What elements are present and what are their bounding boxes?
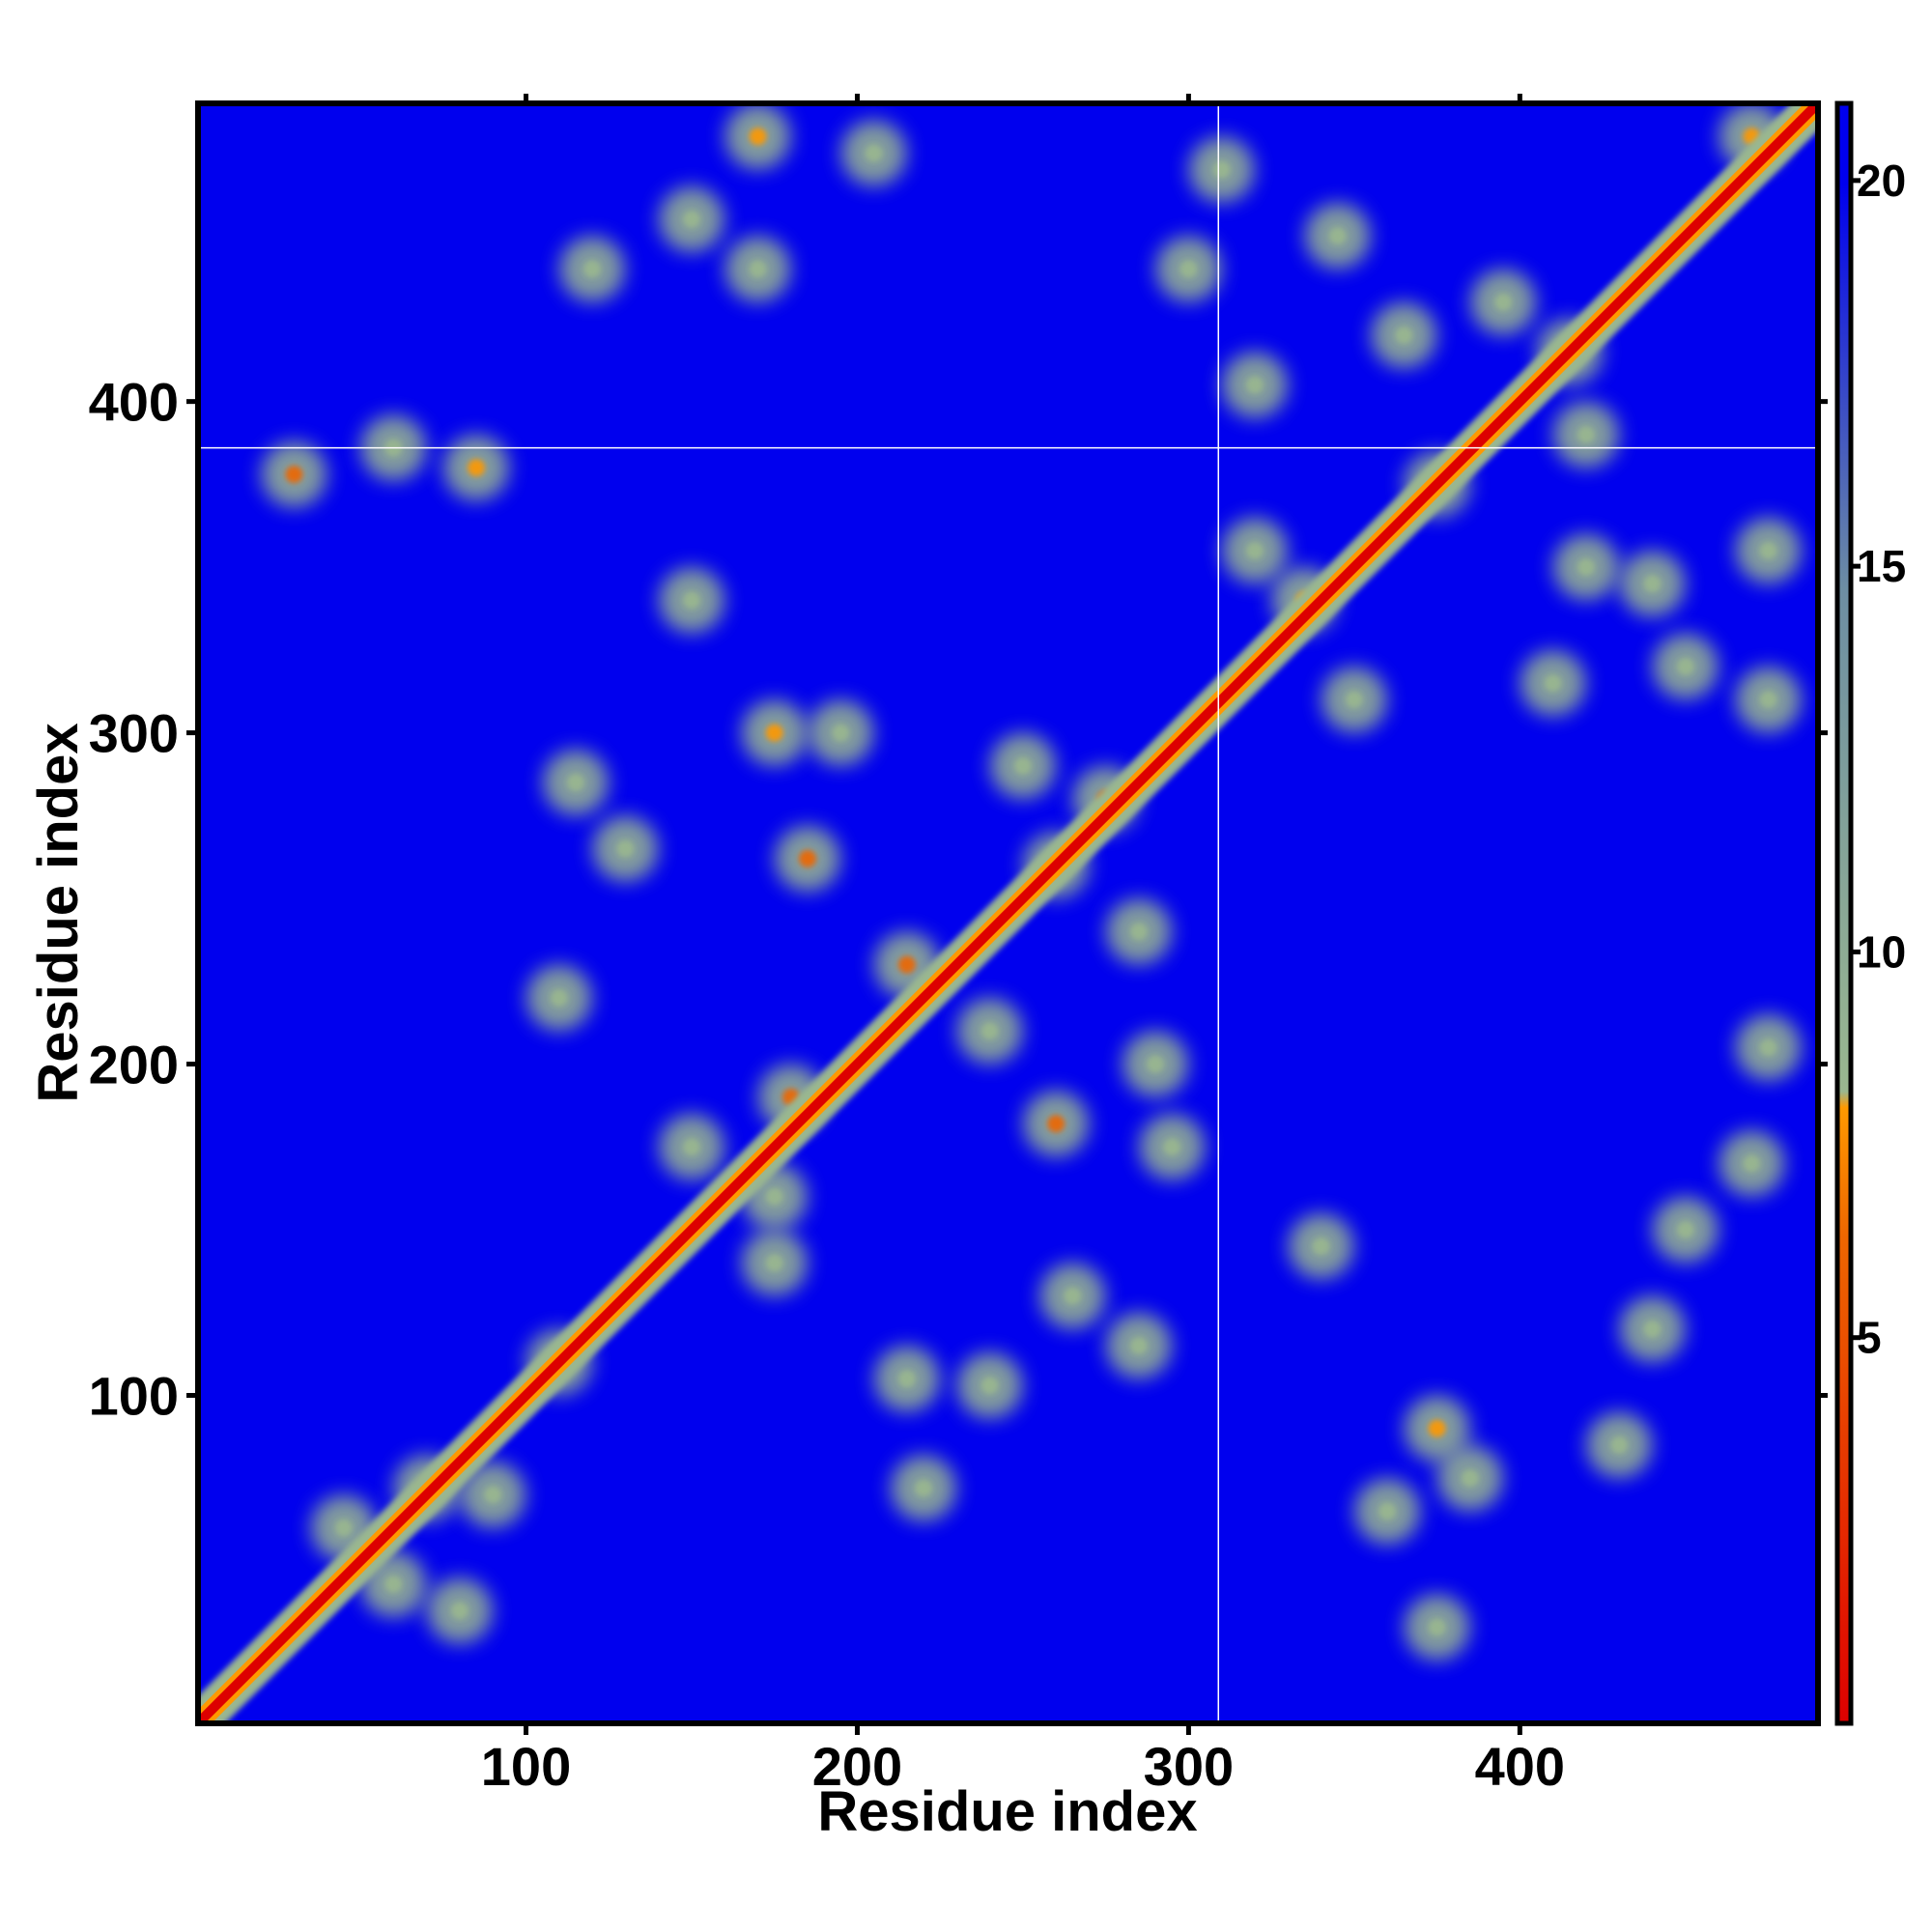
- contact-core: [1047, 1115, 1065, 1133]
- contact-core: [799, 849, 817, 867]
- contact-core: [1643, 1320, 1662, 1338]
- contact-core: [765, 1187, 783, 1206]
- contact-core: [1212, 160, 1231, 179]
- contact-core: [1494, 293, 1513, 311]
- x-tick-label: 400: [1475, 1736, 1565, 1797]
- contact-core: [468, 459, 486, 477]
- contact-core: [1013, 756, 1032, 775]
- contact-core: [1759, 1038, 1777, 1057]
- contact-core: [1312, 1237, 1330, 1256]
- y-tick-label: 400: [89, 372, 179, 433]
- contact-core: [1378, 1502, 1397, 1520]
- contact-core: [682, 591, 700, 610]
- contact-core: [1129, 923, 1148, 941]
- contact-core: [285, 466, 303, 484]
- contact-core: [1345, 691, 1363, 709]
- colorbar-ticks: 5 10 15 20: [1851, 156, 1906, 1363]
- x-tick-label: 100: [481, 1736, 571, 1797]
- contact-core: [832, 724, 850, 742]
- y-axis: 100 200 300 400: [89, 372, 1828, 1426]
- contact-core: [1395, 327, 1413, 345]
- contact-core: [682, 1138, 700, 1156]
- contact-core: [1759, 691, 1777, 709]
- contact-core: [1676, 1221, 1694, 1239]
- x-tick-label: 200: [812, 1736, 902, 1797]
- contact-core: [1328, 227, 1347, 245]
- contact-core: [1428, 1419, 1446, 1437]
- contact-core: [1163, 1138, 1181, 1156]
- contact-core: [1544, 674, 1562, 693]
- contact-core: [1743, 1154, 1761, 1173]
- contact-core: [1428, 1618, 1446, 1636]
- contact-core: [1610, 1435, 1629, 1454]
- contact-core: [1245, 376, 1264, 394]
- contact-core: [583, 260, 602, 278]
- y-tick-label: 100: [89, 1365, 179, 1426]
- x-tick-label: 300: [1144, 1736, 1234, 1797]
- contact-core: [1064, 1287, 1082, 1305]
- contact-core: [865, 144, 883, 162]
- contact-core: [450, 1602, 469, 1620]
- contact-core: [1147, 1055, 1165, 1073]
- contact-core: [897, 1370, 916, 1388]
- contact-core: [334, 1519, 353, 1537]
- contact-core: [1179, 260, 1198, 278]
- contact-core: [1577, 558, 1595, 577]
- contact-core: [765, 1254, 783, 1272]
- contact-core: [897, 955, 916, 974]
- contact-core: [1461, 1469, 1479, 1488]
- contact-core: [1577, 425, 1595, 443]
- y-tick-label: 200: [89, 1035, 179, 1095]
- crosshair: [198, 103, 1818, 1723]
- colorbar-tick-label: 5: [1857, 1313, 1882, 1363]
- colorbar-tick-label: 10: [1857, 926, 1906, 977]
- diagonal-core: [198, 103, 1818, 1723]
- colorbar-tick-label: 15: [1857, 541, 1906, 591]
- colorbar-tick-label: 20: [1857, 156, 1906, 206]
- contact-core: [1129, 1337, 1148, 1355]
- contact-core: [1676, 658, 1694, 676]
- contact-core: [384, 1575, 403, 1593]
- contact-core: [484, 1486, 502, 1504]
- x-axis-title: Residue index: [817, 1780, 1197, 1843]
- plot-frame: [195, 100, 1821, 1726]
- y-tick-label: 300: [89, 703, 179, 764]
- contact-core: [682, 211, 700, 229]
- contact-core: [980, 1022, 999, 1040]
- contact-core: [980, 1377, 999, 1395]
- contact-core: [749, 260, 767, 278]
- contact-core: [550, 988, 568, 1007]
- contact-core: [749, 128, 767, 146]
- x-axis: 100 200 300 400: [481, 94, 1565, 1797]
- contact-core: [566, 774, 584, 792]
- contact-core: [1245, 541, 1264, 559]
- y-axis-title: Residue index: [27, 723, 90, 1102]
- diagonal-band: [198, 103, 1818, 1723]
- contact-core: [765, 724, 783, 742]
- contact-core: [1759, 541, 1777, 559]
- contact-core: [616, 839, 635, 858]
- contact-core: [1643, 575, 1662, 593]
- contact-core: [915, 1479, 933, 1497]
- colorbar: [1834, 100, 1854, 1726]
